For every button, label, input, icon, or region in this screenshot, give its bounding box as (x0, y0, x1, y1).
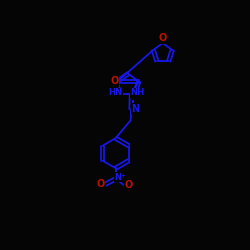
Text: N: N (131, 104, 139, 114)
Text: O: O (110, 76, 118, 86)
Text: O: O (97, 179, 105, 189)
Text: N⁺: N⁺ (114, 173, 126, 182)
Text: O: O (159, 33, 167, 43)
Text: NH: NH (130, 88, 145, 98)
Text: N: N (132, 89, 140, 99)
Text: HN: HN (108, 88, 122, 98)
Text: O: O (124, 180, 133, 190)
